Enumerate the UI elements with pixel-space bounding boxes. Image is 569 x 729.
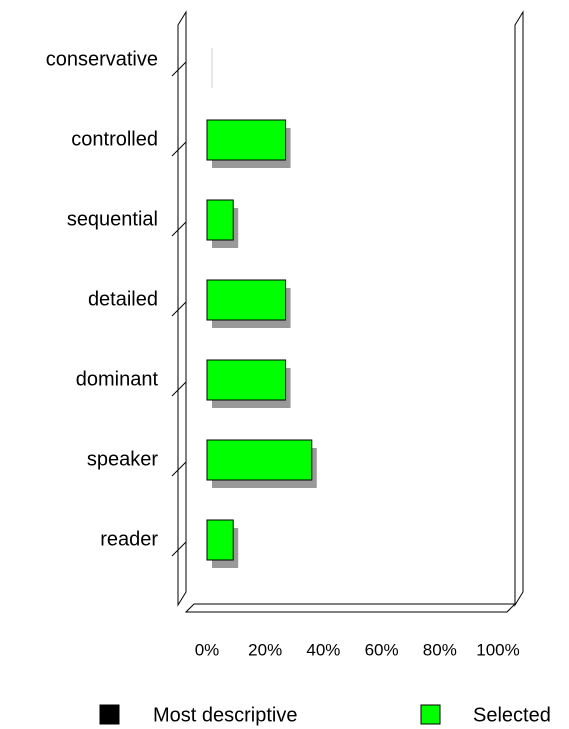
y-tick-mark bbox=[171, 141, 187, 157]
bar bbox=[206, 119, 287, 161]
x-tick-label: 60% bbox=[365, 640, 399, 659]
y-tick-label: reader bbox=[100, 528, 158, 550]
legend-label: Selected bbox=[473, 704, 551, 726]
y-tick-label: detailed bbox=[88, 288, 158, 310]
left-wall bbox=[177, 10, 187, 607]
right-wall bbox=[514, 10, 524, 607]
x-tick-label: 40% bbox=[306, 640, 340, 659]
legend-swatch bbox=[99, 704, 120, 725]
x-tick-label: 100% bbox=[476, 640, 519, 659]
y-tick-mark bbox=[171, 301, 187, 317]
y-tick-mark bbox=[171, 461, 187, 477]
y-tick-label: dominant bbox=[76, 368, 159, 390]
legend-label: Most descriptive bbox=[153, 704, 298, 726]
floor bbox=[184, 603, 517, 613]
bar bbox=[206, 199, 234, 241]
y-tick-label: conservative bbox=[46, 48, 158, 70]
y-tick-mark bbox=[171, 541, 187, 557]
y-tick-mark bbox=[171, 381, 187, 397]
legend-swatch bbox=[420, 704, 441, 725]
x-tick-label: 80% bbox=[423, 640, 457, 659]
y-tick-label: controlled bbox=[71, 128, 158, 150]
y-tick-mark bbox=[171, 221, 187, 237]
bar bbox=[206, 359, 287, 401]
y-tick-label: speaker bbox=[87, 448, 158, 470]
y-tick-label: sequential bbox=[67, 208, 158, 230]
y-tick-mark bbox=[171, 61, 187, 77]
x-tick-label: 0% bbox=[195, 640, 220, 659]
bar bbox=[206, 279, 287, 321]
x-tick-label: 20% bbox=[248, 640, 282, 659]
bar bbox=[206, 519, 234, 561]
bar bbox=[206, 439, 313, 481]
